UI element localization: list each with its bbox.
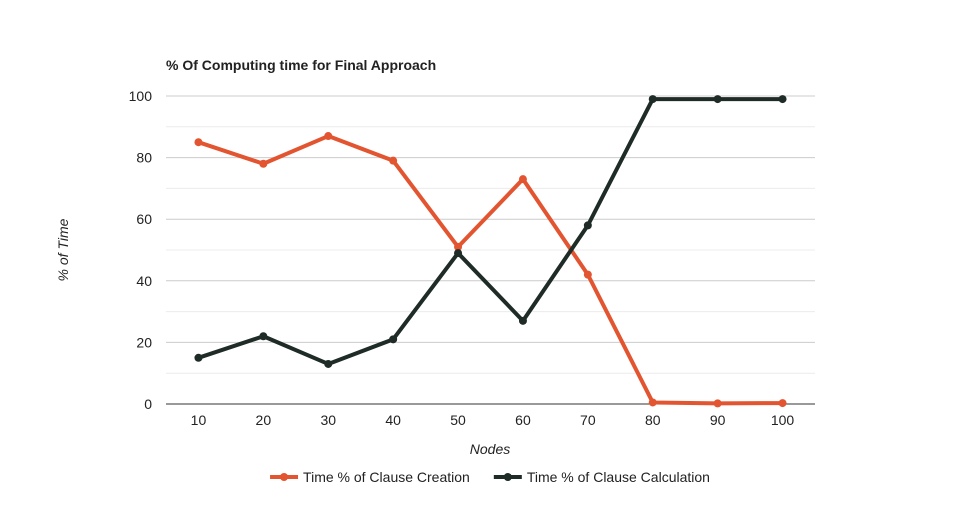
series-2	[194, 95, 787, 368]
data-point	[648, 398, 657, 407]
x-tick-label: 10	[191, 412, 207, 428]
data-point	[259, 332, 268, 341]
y-tick-label: 0	[144, 396, 152, 412]
data-point	[713, 95, 722, 104]
y-tick-label: 60	[136, 211, 152, 227]
data-point	[583, 221, 592, 230]
legend-marker	[503, 473, 512, 481]
y-axis-ticks: 0 20 40 60 80 100	[129, 88, 153, 412]
data-point	[518, 175, 527, 184]
x-tick-label: 50	[450, 412, 466, 428]
y-axis-title: % of Time	[55, 218, 71, 281]
data-point	[389, 335, 398, 344]
x-tick-label: 80	[645, 412, 661, 428]
legend-item: Time % of Clause Creation	[270, 469, 470, 485]
y-tick-label: 20	[136, 334, 152, 350]
data-point	[778, 399, 787, 408]
x-tick-label: 90	[710, 412, 726, 428]
data-point	[518, 316, 527, 325]
y-tick-label: 40	[136, 273, 152, 289]
data-point	[324, 359, 333, 368]
x-axis-ticks: 10 20 30 40 50 60 70 80 90 100	[191, 412, 795, 428]
data-point	[194, 138, 203, 147]
data-point	[583, 270, 592, 279]
legend-label: Time % of Clause Calculation	[527, 469, 710, 485]
x-axis-title: Nodes	[470, 441, 510, 457]
series-line	[196, 134, 785, 406]
data-point	[389, 156, 398, 165]
x-tick-label: 60	[515, 412, 531, 428]
data-point	[454, 249, 463, 258]
series-line	[196, 97, 785, 366]
y-tick-label: 80	[136, 150, 152, 166]
data-point	[259, 159, 268, 168]
chart-title: % Of Computing time for Final Approach	[166, 57, 436, 73]
data-point	[778, 95, 787, 104]
x-tick-label: 20	[256, 412, 272, 428]
data-point	[324, 132, 333, 141]
x-tick-label: 70	[580, 412, 596, 428]
data-point	[454, 242, 463, 251]
y-tick-label: 100	[129, 88, 153, 104]
legend-label: Time % of Clause Creation	[303, 469, 470, 485]
x-tick-label: 100	[771, 412, 795, 428]
data-point	[713, 399, 722, 408]
series-group	[194, 95, 787, 408]
legend: Time % of Clause Creation Time % of Claus…	[270, 469, 710, 485]
x-tick-label: 40	[385, 412, 401, 428]
data-point	[648, 95, 657, 104]
legend-marker	[280, 473, 289, 481]
legend-item: Time % of Clause Calculation	[493, 469, 710, 485]
series-1	[194, 132, 787, 408]
gridlines	[166, 95, 815, 405]
data-point	[194, 353, 203, 362]
x-tick-label: 30	[320, 412, 336, 428]
